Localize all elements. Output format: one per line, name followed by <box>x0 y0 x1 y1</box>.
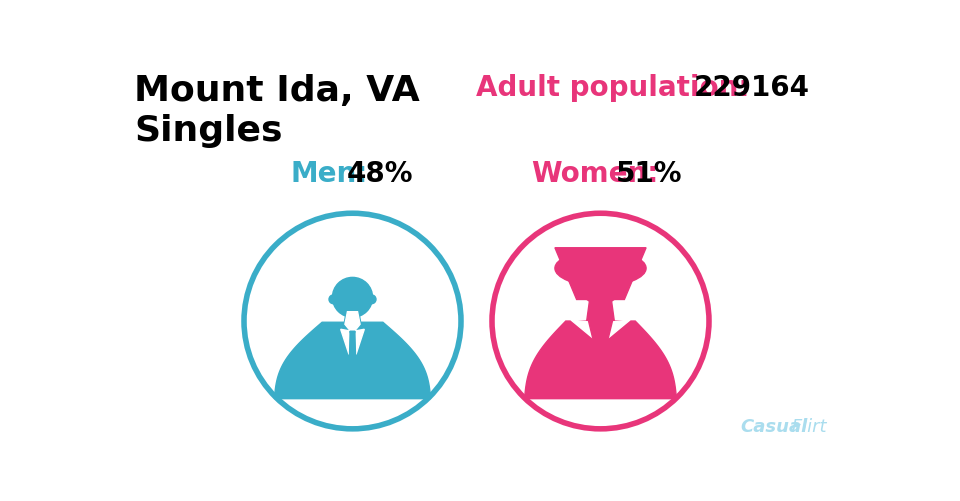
Circle shape <box>367 296 376 304</box>
Polygon shape <box>344 312 361 325</box>
Text: Mount Ida, VA: Mount Ida, VA <box>134 74 420 108</box>
Text: Men:: Men: <box>291 160 368 188</box>
Text: 48%: 48% <box>347 160 413 188</box>
Ellipse shape <box>555 251 646 287</box>
Polygon shape <box>571 320 630 345</box>
Text: Flirt: Flirt <box>786 417 827 435</box>
Text: Adult population:: Adult population: <box>476 74 750 102</box>
Circle shape <box>492 214 709 429</box>
Text: Casual: Casual <box>740 417 807 435</box>
Polygon shape <box>349 332 356 371</box>
Polygon shape <box>588 322 612 347</box>
Circle shape <box>244 214 461 429</box>
Polygon shape <box>345 312 360 334</box>
Text: Women:: Women: <box>531 160 659 188</box>
Circle shape <box>329 296 338 304</box>
Polygon shape <box>341 330 352 355</box>
Polygon shape <box>524 322 677 399</box>
Polygon shape <box>555 248 646 300</box>
Circle shape <box>332 278 372 318</box>
Polygon shape <box>352 330 364 355</box>
Polygon shape <box>275 323 431 399</box>
Polygon shape <box>587 300 614 324</box>
Text: Singles: Singles <box>134 114 282 148</box>
Circle shape <box>577 257 624 304</box>
Text: 229164: 229164 <box>693 74 809 102</box>
Text: 51%: 51% <box>616 160 683 188</box>
Polygon shape <box>349 332 355 338</box>
